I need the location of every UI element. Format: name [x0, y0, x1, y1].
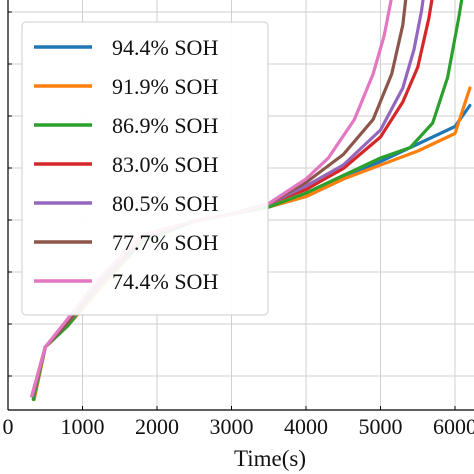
- legend: 94.4% SOH 91.9% SOH 86.9% SOH 83.0% SOH 80.5…: [21, 21, 269, 316]
- x-tick-label-2: 2000: [135, 414, 179, 439]
- axes: [7, 0, 474, 411]
- x-tick-label-4: 4000: [284, 414, 328, 439]
- x-axis-label: Time(s): [234, 446, 306, 471]
- legend-label-3: 83.0% SOH: [112, 152, 218, 177]
- x-tick-label-0: 0: [3, 414, 14, 439]
- x-tick-labels: 0 1000 2000 3000 4000 5000 6000: [3, 414, 474, 439]
- x-tick-label-3: 3000: [210, 414, 254, 439]
- legend-label-4: 80.5% SOH: [112, 191, 218, 216]
- legend-label-0: 94.4% SOH: [112, 35, 218, 60]
- legend-label-1: 91.9% SOH: [112, 74, 218, 99]
- x-tick-label-5: 5000: [359, 414, 403, 439]
- legend-label-5: 77.7% SOH: [112, 230, 218, 255]
- legend-label-6: 74.4% SOH: [112, 269, 218, 294]
- legend-label-2: 86.9% SOH: [112, 113, 218, 138]
- x-tick-label-1: 1000: [61, 414, 105, 439]
- x-tick-label-6: 6000: [433, 414, 474, 439]
